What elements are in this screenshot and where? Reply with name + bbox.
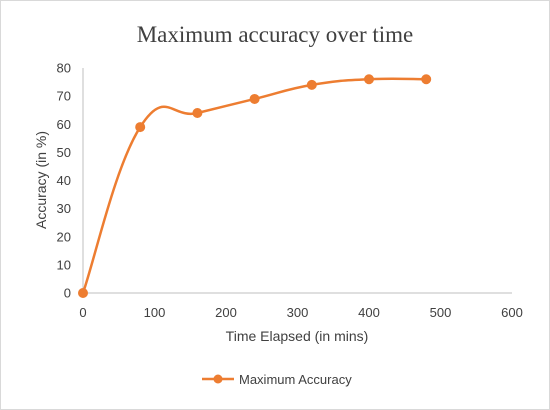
y-tick-labels: 0 10 20 30 40 50 60 70 80 xyxy=(57,61,71,301)
y-tick-label: 80 xyxy=(57,61,71,76)
y-tick-label: 40 xyxy=(57,173,71,188)
data-point xyxy=(192,108,203,118)
y-tick-label: 20 xyxy=(57,229,71,244)
y-tick-label: 70 xyxy=(57,89,71,104)
x-tick-label: 400 xyxy=(358,305,380,320)
y-tick-label: 50 xyxy=(57,145,71,160)
chart-title: Maximum accuracy over time xyxy=(136,22,414,47)
y-axis-title: Accuracy (in %) xyxy=(33,131,49,229)
x-tick-label: 200 xyxy=(215,305,237,320)
y-tick-label: 0 xyxy=(64,286,71,301)
x-tick-label: 100 xyxy=(144,305,166,320)
x-tick-label: 500 xyxy=(430,305,452,320)
y-tick-label: 60 xyxy=(57,117,71,132)
x-tick-label: 300 xyxy=(287,305,309,320)
data-point xyxy=(135,122,146,133)
x-tick-labels: 0 100 200 300 400 500 600 xyxy=(79,305,522,320)
legend-marker-swatch xyxy=(213,374,223,384)
series-line xyxy=(81,77,428,295)
y-tick-label: 10 xyxy=(57,257,71,272)
legend-label: Maximum Accuracy xyxy=(239,372,352,387)
series-layer xyxy=(78,74,432,298)
axes xyxy=(82,68,512,294)
x-axis-title: Time Elapsed (in mins) xyxy=(226,328,369,344)
x-tick-label: 0 xyxy=(79,305,86,320)
y-tick-label: 30 xyxy=(57,201,71,216)
data-point xyxy=(364,74,374,85)
data-point xyxy=(78,288,88,298)
data-point xyxy=(306,79,317,90)
legend: Maximum Accuracy xyxy=(202,372,352,387)
data-point xyxy=(249,93,260,104)
x-tick-label: 600 xyxy=(501,305,523,320)
data-point xyxy=(421,74,432,85)
